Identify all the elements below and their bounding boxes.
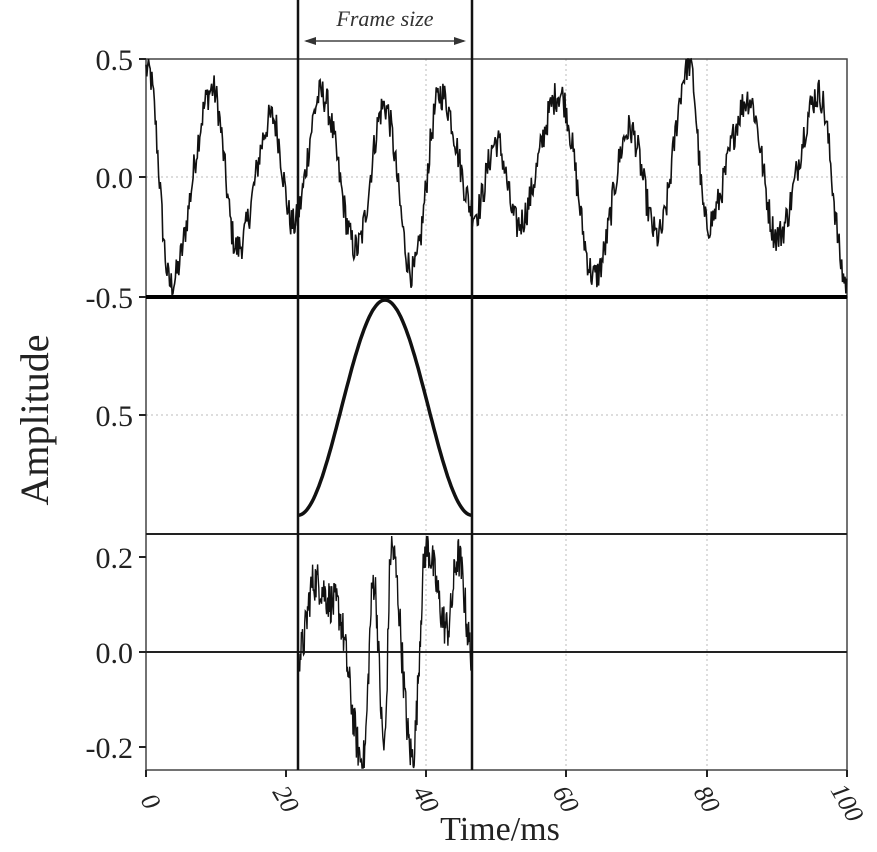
xtick-20: 20 bbox=[267, 781, 305, 818]
ytick-top-0.5: 0.5 bbox=[96, 44, 134, 77]
xtick-0: 0 bbox=[135, 789, 167, 815]
ytick-bot-0.0: 0.0 bbox=[96, 637, 134, 670]
y-ticks bbox=[139, 58, 146, 748]
frame-size-label: Frame size bbox=[335, 6, 433, 31]
x-axis-title: Time/ms bbox=[440, 811, 560, 848]
x-ticks bbox=[145, 770, 848, 777]
ytick-bot-neg0.2: -0.2 bbox=[86, 732, 134, 765]
ytick-top-0.0: 0.0 bbox=[96, 162, 134, 195]
y-axis-title: Amplitude bbox=[12, 334, 57, 505]
gridlines bbox=[146, 59, 847, 770]
xtick-100: 100 bbox=[825, 779, 870, 827]
ytick-mid-0.5: 0.5 bbox=[96, 400, 134, 433]
window-function-curve bbox=[297, 298, 473, 518]
windowed-signal-line bbox=[297, 535, 473, 769]
xtick-80: 80 bbox=[688, 781, 726, 818]
ytick-bot-0.2: 0.2 bbox=[96, 542, 134, 575]
frame-size-arrow bbox=[304, 37, 466, 45]
ytick-top-neg0.5: -0.5 bbox=[86, 282, 134, 315]
original-signal-line bbox=[145, 57, 848, 296]
